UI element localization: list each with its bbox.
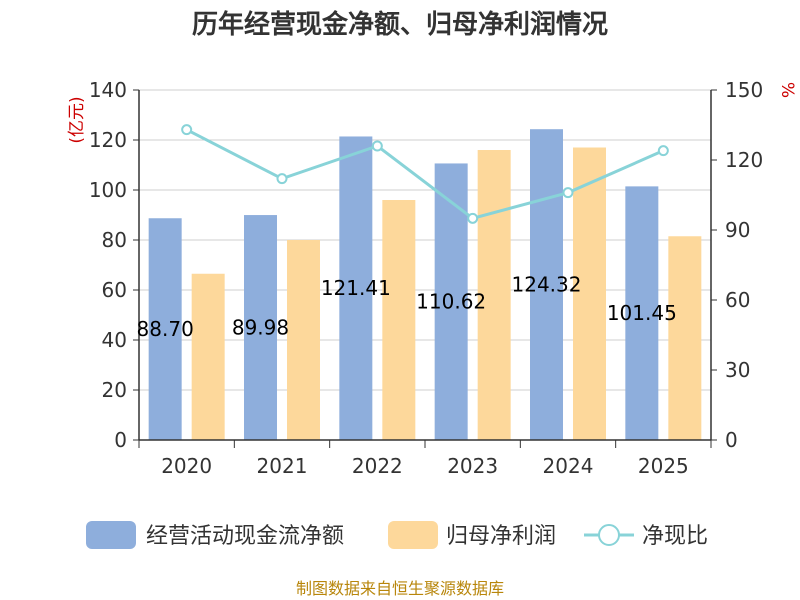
x-tick-label: 2025 (638, 454, 689, 478)
left-tick-label: 60 (102, 278, 127, 302)
x-tick-label: 2021 (257, 454, 308, 478)
ratio-point (467, 212, 479, 224)
right-tick-label: 60 (725, 288, 750, 312)
gridlines (139, 89, 711, 391)
ratio-line-layer (181, 124, 669, 224)
x-tick-label: 2023 (447, 454, 498, 478)
legend-label-netprofit: 归母净利润 (446, 524, 556, 549)
bar-data-label: 121.41 (321, 276, 391, 300)
bar-labels-layer: 88.70 89.98 121.41 110.62 124.32 101.45 (137, 273, 677, 342)
bar-netprofit (287, 240, 320, 440)
bar-data-label: 101.45 (607, 301, 677, 325)
bar-cashflow (625, 186, 659, 440)
chart-title: 历年经营现金净额、归母净利润情况 (192, 9, 608, 40)
bar-netprofit (573, 147, 606, 440)
ratio-line (185, 128, 664, 220)
legend-swatch-cashflow (86, 521, 136, 549)
bars-layer (148, 129, 702, 440)
left-tick-label: 100 (89, 178, 127, 202)
ratio-point (276, 173, 288, 185)
bar-cashflow (339, 136, 373, 440)
legend-swatch-ratio-marker (598, 524, 620, 546)
ratio-point (181, 124, 193, 136)
ratio-point (371, 140, 383, 152)
left-axis-label: (亿元) (67, 96, 87, 143)
left-tick-label: 20 (102, 378, 127, 402)
left-tick-label: 80 (102, 228, 127, 252)
bar-netprofit (477, 150, 511, 440)
left-tick-label: 40 (102, 328, 127, 352)
right-tick-label: 90 (725, 218, 750, 242)
left-tick-label: 140 (89, 78, 127, 102)
legend-label-cashflow: 经营活动现金流净额 (146, 524, 344, 549)
x-tick-label: 2024 (543, 454, 594, 478)
left-tick-label: 0 (114, 428, 127, 452)
bar-cashflow (530, 129, 563, 440)
x-tick-label: 2020 (161, 454, 212, 478)
legend-label-ratio: 净现比 (642, 524, 708, 549)
bar-data-label: 89.98 (232, 316, 289, 340)
bar-data-label: 124.32 (512, 273, 582, 297)
bar-netprofit (382, 200, 416, 440)
legend: 经营活动现金流净额 归母净利润 净现比 (86, 521, 708, 549)
right-tick-label: 30 (725, 358, 750, 382)
right-tick-label: 0 (725, 428, 738, 452)
bar-netprofit (668, 236, 702, 440)
bar-data-label: 88.70 (137, 317, 194, 341)
bar-netprofit (191, 273, 225, 440)
right-tick-label: 120 (725, 148, 763, 172)
bar-cashflow (244, 215, 277, 440)
axes-layer: 0 20 40 60 80 100 120 140 0 30 60 90 120 150 (亿元)% 2020… (67, 78, 797, 478)
source-note: 制图数据来自恒生聚源数据库 (296, 579, 504, 598)
right-axis-label: % (777, 82, 797, 98)
bar-cashflow (148, 218, 182, 440)
left-tick-label: 120 (89, 128, 127, 152)
ratio-point (657, 145, 669, 157)
bar-data-label: 110.62 (416, 290, 486, 314)
x-tick-label: 2022 (352, 454, 403, 478)
right-tick-label: 150 (725, 78, 763, 102)
ratio-point (562, 187, 574, 199)
legend-swatch-netprofit (388, 521, 438, 549)
